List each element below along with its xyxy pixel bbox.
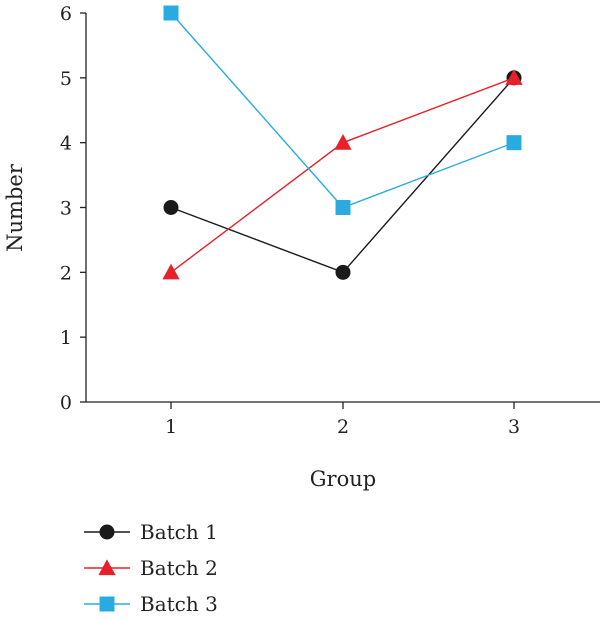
data-point [335, 200, 351, 215]
y-axis-title: Number [3, 163, 27, 252]
y-tick-label: 6 [60, 3, 72, 25]
x-axis-title: Group [310, 467, 376, 491]
series-layer [162, 5, 523, 280]
series-batch-2 [162, 69, 523, 280]
data-point [163, 200, 179, 215]
x-tick-label: 3 [508, 416, 520, 438]
series-line [170, 12, 515, 209]
series-batch-1 [163, 70, 522, 280]
legend-label: Batch 1 [140, 520, 218, 544]
y-tick-label: 0 [60, 392, 72, 414]
legend-label: Batch 2 [140, 556, 218, 580]
legend-item: Batch 2 [84, 556, 218, 580]
data-point [162, 263, 180, 280]
x-axis-ticks: 1 2 3 [165, 402, 520, 438]
data-point [506, 135, 522, 151]
series-batch-3 [163, 5, 522, 215]
legend-marker [98, 559, 116, 576]
data-point [335, 264, 351, 280]
y-tick-label: 5 [60, 68, 72, 90]
x-tick-label: 1 [165, 416, 177, 438]
legend-label: Batch 3 [140, 592, 218, 616]
x-tick-label: 2 [337, 416, 349, 438]
legend-item: Batch 1 [84, 520, 218, 544]
data-point [505, 69, 523, 85]
legend-item: Batch 3 [84, 592, 218, 616]
data-point [334, 134, 352, 150]
y-tick-label: 2 [60, 262, 72, 284]
y-tick-label: 3 [60, 198, 72, 220]
series-line [170, 77, 515, 273]
legend-marker [99, 596, 115, 612]
y-tick-label: 1 [60, 327, 72, 349]
plot-area: 0 1 2 3 4 5 6 1 2 3 [60, 3, 600, 438]
y-axis-ticks: 0 1 2 3 4 5 6 [60, 3, 86, 414]
data-point [163, 5, 179, 21]
series-line [170, 77, 515, 274]
y-tick-label: 4 [60, 133, 72, 155]
legend: Batch 1 Batch 2 Batch 3 [84, 520, 218, 616]
legend-marker [99, 524, 115, 540]
